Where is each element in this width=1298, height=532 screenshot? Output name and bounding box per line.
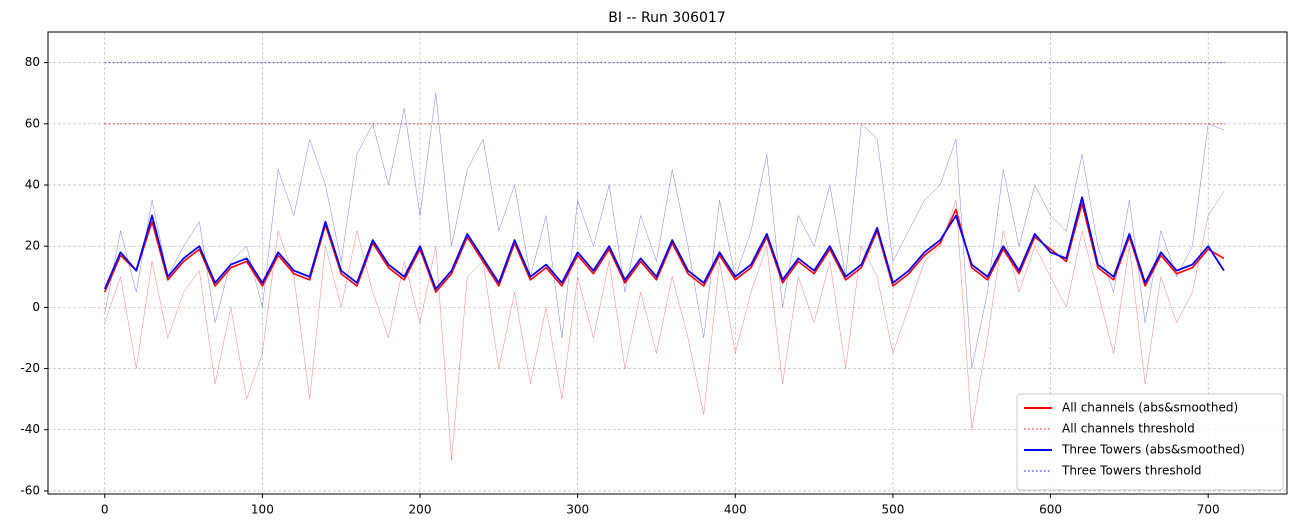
y-tick-label: 0 [32,300,40,314]
y-tick-label: 40 [25,177,40,191]
series-line [104,202,1225,293]
x-tick-label: 700 [1197,503,1220,517]
legend-box [1016,393,1284,491]
y-tick-label: 80 [25,55,40,69]
y-tick-label: 20 [25,239,40,253]
y-tick-label: 60 [25,116,40,130]
x-tick-label: 500 [881,503,904,517]
chart-title: BI -- Run 306017 [608,10,725,26]
x-tick-label: 600 [1039,503,1062,517]
y-tick-label: -60 [20,483,40,497]
x-tick-label: 300 [566,503,589,517]
series-line [103,196,1225,290]
legend-label: Three Towers (abs&smoothed) [1061,443,1245,457]
legend-label: Three Towers threshold [1061,464,1202,478]
legend-label: All channels (abs&smoothed) [1062,401,1238,415]
series-line [104,190,1225,461]
plot-frame [47,31,1288,495]
y-tick-label: -20 [20,361,40,375]
legend-label: All channels threshold [1062,422,1195,436]
x-tick-label: 100 [251,503,274,517]
x-tick-label: 200 [409,503,432,517]
y-tick-label: -40 [20,422,40,436]
series-line [104,92,1225,369]
x-tick-label: 0 [101,503,109,517]
x-tick-label: 400 [724,503,747,517]
